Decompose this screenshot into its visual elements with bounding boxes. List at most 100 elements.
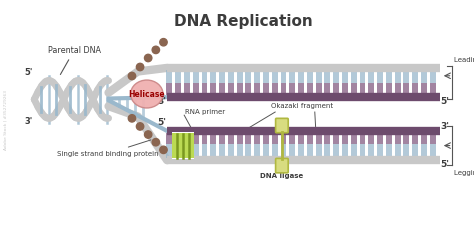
Bar [281,133,286,144]
Bar [316,70,321,95]
Bar [403,70,410,95]
Bar [430,70,436,95]
Circle shape [145,131,152,138]
Bar [228,70,234,95]
Bar [307,133,313,144]
Bar [175,70,181,95]
Bar [325,82,330,95]
Bar [272,133,278,144]
Bar [201,82,208,95]
Bar [412,70,418,95]
Bar [193,133,199,144]
Bar [325,70,330,95]
Bar [175,133,181,144]
Bar [298,70,304,95]
Text: Leading strand: Leading strand [454,57,474,63]
Bar [360,133,365,158]
Bar [254,133,260,144]
Bar [430,133,436,144]
Bar [307,133,313,158]
Bar [342,133,348,158]
Bar [368,133,374,158]
Bar [219,133,225,144]
Circle shape [145,54,152,62]
Text: 5': 5' [440,160,449,169]
Bar [289,70,295,95]
FancyBboxPatch shape [275,118,288,133]
Text: Legging strand: Legging strand [454,170,474,176]
Bar [360,82,365,95]
Bar [333,82,339,95]
Bar [193,70,199,95]
Bar [281,82,286,95]
Bar [210,70,216,95]
Bar [246,133,251,144]
Text: RNA primer: RNA primer [185,109,225,115]
Bar [184,82,190,95]
Circle shape [160,146,167,154]
Bar [219,133,225,158]
Bar [263,133,269,144]
Bar [412,82,418,95]
Bar [307,70,313,95]
Text: 5': 5' [157,118,166,127]
Bar [386,82,392,95]
Bar [298,133,304,144]
Bar [166,70,172,95]
Text: 3': 3' [24,117,33,126]
Circle shape [152,46,160,54]
Bar [430,82,436,95]
Bar [430,133,436,158]
Bar [377,133,383,144]
Text: DNA ligase: DNA ligase [260,173,303,179]
Bar [166,133,172,158]
Bar [272,70,278,95]
Bar [201,133,208,144]
Bar [246,82,251,95]
Bar [193,133,199,158]
Bar [254,70,260,95]
Circle shape [152,138,160,146]
Bar [166,133,172,144]
Bar [351,133,356,144]
Bar [219,70,225,95]
Bar [421,70,427,95]
Bar [351,133,356,158]
Bar [342,70,348,95]
Bar [281,70,286,95]
Bar [351,82,356,95]
Text: Helicase: Helicase [128,90,165,99]
Circle shape [137,123,144,130]
Bar [289,133,295,158]
Circle shape [160,39,167,46]
Bar [316,133,321,158]
Bar [403,133,410,158]
Bar [175,82,181,95]
Bar [184,133,190,144]
Text: DNA Replication: DNA Replication [174,14,313,29]
Bar [360,133,365,144]
Bar [254,82,260,95]
Bar [395,82,401,95]
Bar [289,133,295,144]
Bar [210,133,216,158]
Bar [395,133,401,144]
Bar [412,133,418,158]
Bar [316,82,321,95]
Bar [421,133,427,144]
Bar [333,70,339,95]
Bar [325,133,330,158]
Bar [237,70,243,95]
Bar [166,82,172,95]
Circle shape [128,72,136,80]
Text: Okazaki fragment: Okazaki fragment [271,103,333,109]
Bar [263,133,269,158]
Bar [377,82,383,95]
Text: 5': 5' [24,68,33,77]
Bar [368,82,374,95]
Bar [173,132,194,159]
Bar [272,133,278,158]
Bar [246,70,251,95]
Bar [219,82,225,95]
Bar [298,133,304,158]
